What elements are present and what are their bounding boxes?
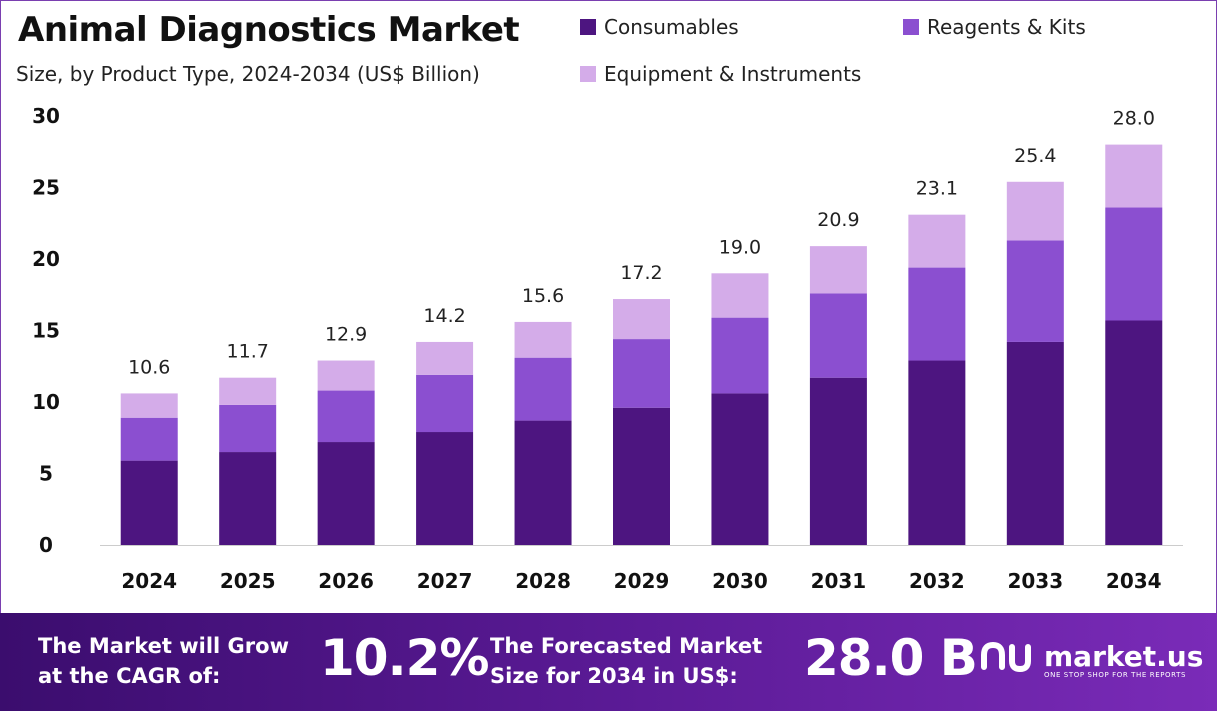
- stacked-bar-chart: 05101520253010.6202411.7202512.9202614.2…: [32, 104, 1183, 593]
- legend-swatch-equipment-instruments: [580, 66, 596, 82]
- bar-segment: [416, 432, 474, 545]
- x-tick-label: 2029: [614, 569, 670, 593]
- bar-segment: [416, 341, 474, 375]
- cagr-label-line1: The Market will Grow: [38, 634, 289, 658]
- bar-total-label: 25.4: [1014, 145, 1056, 167]
- legend-label-reagents-kits: Reagents & Kits: [927, 15, 1086, 39]
- legend-item-equipment-instruments: Equipment & Instruments: [580, 62, 861, 86]
- bar-total-label: 17.2: [620, 262, 662, 284]
- x-tick-label: 2031: [811, 569, 867, 593]
- bar-segment: [219, 377, 277, 405]
- legend-item-consumables: Consumables: [580, 15, 739, 39]
- bar-segment: [514, 321, 572, 358]
- brand-tagline: ONE STOP SHOP FOR THE REPORTS: [1044, 671, 1187, 679]
- bar-segment: [1006, 181, 1064, 241]
- bar-segment: [809, 246, 867, 294]
- x-tick-label: 2030: [712, 569, 768, 593]
- bar-segment: [1105, 207, 1163, 321]
- bar-total-label: 15.6: [522, 285, 564, 307]
- bar-segment: [809, 293, 867, 378]
- bar-total-label: 19.0: [719, 236, 761, 258]
- bar-total-label: 23.1: [916, 178, 958, 200]
- market-us-logo-icon: [981, 641, 1031, 673]
- brand-logo: market.us: [980, 639, 1203, 673]
- legend-swatch-consumables: [580, 19, 596, 35]
- bar-total-label: 12.9: [325, 324, 367, 346]
- y-tick-label: 25: [32, 176, 60, 200]
- bar-segment: [416, 374, 474, 433]
- bar-segment: [1105, 320, 1163, 545]
- legend-label-equipment-instruments: Equipment & Instruments: [604, 62, 862, 86]
- bar-segment: [809, 377, 867, 545]
- bar-segment: [120, 460, 178, 545]
- bar-total-label: 14.2: [423, 305, 465, 327]
- forecast-label: The Forecasted Market Size for 2034 in U…: [490, 631, 762, 691]
- bar-total-label: 10.6: [128, 356, 170, 378]
- x-tick-label: 2027: [417, 569, 473, 593]
- y-tick-label: 30: [32, 104, 60, 128]
- x-tick-label: 2034: [1106, 569, 1162, 593]
- bar-segment: [613, 299, 670, 340]
- bar-segment: [514, 357, 572, 421]
- bar-segment: [1006, 240, 1064, 342]
- bar-segment: [317, 360, 375, 391]
- y-tick-label: 0: [39, 533, 53, 557]
- cagr-value: 10.2%: [320, 629, 489, 687]
- bar-segment: [613, 407, 670, 545]
- chart-subtitle: Size, by Product Type, 2024-2034 (US$ Bi…: [16, 62, 480, 86]
- legend-swatch-reagents-kits: [903, 19, 919, 35]
- y-tick-label: 20: [32, 247, 60, 271]
- bar-segment: [1105, 144, 1163, 208]
- bar-segment: [120, 417, 178, 461]
- x-tick-label: 2024: [121, 569, 177, 593]
- legend-label-consumables: Consumables: [604, 15, 739, 39]
- bar-total-label: 11.7: [227, 341, 269, 363]
- footer-banner: The Market will Grow at the CAGR of: 10.…: [0, 613, 1217, 711]
- x-tick-label: 2028: [515, 569, 571, 593]
- x-tick-label: 2033: [1007, 569, 1063, 593]
- bar-segment: [120, 393, 178, 418]
- bar-segment: [908, 267, 966, 361]
- bar-segment: [613, 339, 670, 408]
- cagr-label: The Market will Grow at the CAGR of:: [38, 631, 289, 691]
- bar-segment: [317, 390, 375, 443]
- x-tick-label: 2025: [220, 569, 276, 593]
- bar-segment: [908, 360, 966, 545]
- forecast-label-line2: Size for 2034 in US$:: [490, 664, 738, 688]
- y-tick-label: 5: [39, 462, 53, 486]
- forecast-value: 28.0 B: [804, 629, 978, 687]
- bar-total-label: 28.0: [1113, 108, 1155, 130]
- y-tick-label: 15: [32, 319, 60, 343]
- bar-segment: [514, 420, 572, 545]
- y-tick-label: 10: [32, 390, 60, 414]
- bar-total-label: 20.9: [817, 209, 859, 231]
- bar-segment: [711, 273, 769, 318]
- chart-title: Animal Diagnostics Market: [18, 10, 520, 50]
- bar-segment: [219, 404, 277, 453]
- bar-segment: [908, 214, 966, 268]
- x-tick-label: 2026: [318, 569, 374, 593]
- bar-segment: [1006, 341, 1064, 545]
- legend-item-reagents-kits: Reagents & Kits: [903, 15, 1086, 39]
- forecast-label-line1: The Forecasted Market: [490, 634, 763, 658]
- bar-segment: [219, 452, 277, 545]
- bar-segment: [711, 393, 769, 545]
- bar-segment: [317, 442, 375, 545]
- bar-segment: [711, 317, 769, 394]
- x-tick-label: 2032: [909, 569, 965, 593]
- cagr-label-line2: at the CAGR of:: [38, 664, 221, 688]
- brand-name: market.us: [1044, 639, 1204, 673]
